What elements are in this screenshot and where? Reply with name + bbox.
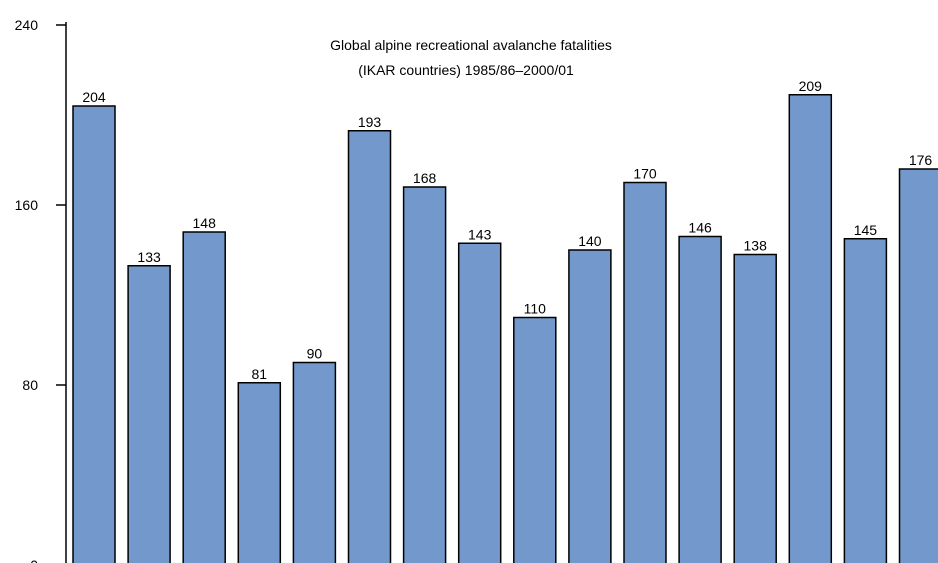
bar-value-label: 170 (633, 166, 657, 182)
bar-value-label: 81 (252, 366, 268, 382)
y-tick-label: 80 (22, 377, 38, 393)
chart-title-line-2: (IKAR countries) 1985/86–2000/01 (358, 62, 574, 78)
bar-value-label: 145 (854, 222, 878, 238)
bar (182, 231, 226, 563)
data-labels: 204 133 148 81 90 193 168 143 110 140 170 146 138 209… (82, 78, 932, 382)
bar (237, 382, 282, 563)
bar-value-label: 133 (137, 249, 161, 265)
bar-value-label: 110 (524, 301, 547, 317)
bar (127, 265, 171, 563)
bar (568, 249, 612, 563)
bar (623, 181, 667, 563)
y-tick-label: 160 (15, 197, 39, 213)
bar (72, 105, 116, 563)
bar-value-label: 209 (799, 78, 823, 94)
bar (292, 361, 337, 563)
bar-value-label: 138 (744, 238, 768, 254)
bar (843, 238, 888, 563)
bar-value-label: 143 (468, 226, 492, 242)
bar (457, 242, 502, 563)
bar (347, 130, 392, 563)
y-ticks: 0 80 160 240 (15, 17, 66, 563)
bar (678, 235, 722, 563)
bar (733, 253, 777, 563)
y-tick-label: 240 (15, 17, 39, 33)
bar-value-label: 148 (193, 215, 217, 231)
bar (788, 94, 833, 563)
y-tick-label: 0 (30, 557, 38, 563)
bar-value-label: 140 (578, 233, 602, 249)
bar-value-label: 193 (358, 114, 382, 130)
bar (513, 316, 557, 563)
bar-value-label: 90 (307, 346, 323, 362)
bar-value-label: 168 (413, 170, 437, 186)
bars (72, 94, 938, 563)
bar (402, 186, 447, 563)
bar-value-label: 176 (909, 152, 933, 168)
bar-value-label: 204 (82, 89, 106, 105)
bar-value-label: 146 (688, 220, 712, 236)
chart-title-line-1: Global alpine recreational avalanche fat… (330, 37, 612, 53)
bar (898, 168, 938, 563)
